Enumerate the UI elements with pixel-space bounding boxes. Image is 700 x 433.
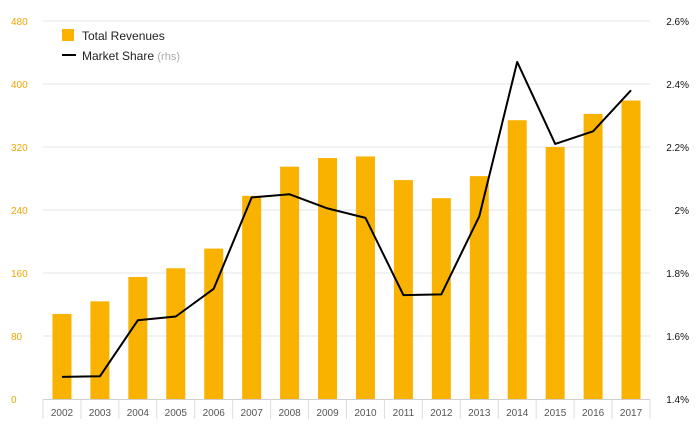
y-left-tick-label: 0: [11, 395, 17, 406]
y-left-tick-label: 80: [11, 332, 23, 343]
revenue-bar: [166, 268, 186, 399]
revenue-bar: [583, 113, 603, 400]
y-left-tick-label: 320: [11, 143, 28, 154]
legend-label-market-share: Market Share (rhs): [82, 49, 180, 63]
revenue-bar: [128, 276, 148, 399]
x-tick-label: 2010: [354, 408, 377, 419]
revenue-bar: [90, 301, 110, 399]
y-right-tick-label: 2.2%: [666, 143, 689, 154]
revenue-bar: [52, 313, 72, 399]
revenue-bar: [318, 158, 338, 399]
x-tick-label: 2003: [89, 408, 112, 419]
x-tick-label: 2004: [127, 408, 150, 419]
revenue-bar: [280, 166, 300, 399]
y-right-tick-label: 2.6%: [666, 17, 689, 28]
revenue-bars: [52, 100, 641, 400]
y-left-tick-label: 480: [11, 17, 28, 28]
revenue-bar: [469, 176, 489, 399]
x-tick-label: 2013: [468, 408, 491, 419]
x-tick-label: 2006: [203, 408, 226, 419]
market-share-line: [61, 60, 632, 378]
y-right-tick-label: 2.4%: [666, 80, 689, 91]
y-right-tick-label: 1.6%: [666, 332, 689, 343]
revenue-bar: [621, 100, 641, 399]
y-left-tick-label: 240: [11, 206, 28, 217]
legend-swatch-revenues: [62, 29, 74, 41]
y-left-tick-label: 400: [11, 80, 28, 91]
x-tick-label: 2009: [316, 408, 339, 419]
revenue-bar: [355, 156, 375, 399]
x-tick-label: 2016: [582, 408, 605, 419]
x-tick-label: 2017: [620, 408, 643, 419]
y-right-tick-label: 2%: [675, 206, 690, 217]
axes: 0 1.4% 80 1.6% 160 1.8% 240 2% 320 2.2% 400 2.4% 480…: [11, 17, 689, 419]
market-share-polyline: [61, 60, 632, 378]
revenue-bar: [393, 180, 413, 399]
revenue-bar: [507, 120, 527, 399]
revenue-bar: [431, 198, 451, 399]
revenue-bar: [545, 147, 565, 399]
legend-suffix-rhs: (rhs): [157, 51, 180, 63]
x-tick-label: 2012: [430, 408, 453, 419]
y-right-tick-label: 1.8%: [666, 269, 689, 280]
x-tick-label: 2008: [278, 408, 301, 419]
x-tick-label: 2007: [241, 408, 264, 419]
x-tick-label: 2014: [506, 408, 529, 419]
revenue-bar: [204, 248, 224, 399]
x-tick-label: 2002: [51, 408, 74, 419]
revenue-bar: [242, 195, 262, 399]
x-tick-label: 2011: [393, 408, 415, 419]
legend: Total Revenues Market Share (rhs): [62, 29, 180, 63]
x-tick-label: 2015: [544, 408, 567, 419]
y-right-tick-label: 1.4%: [666, 395, 689, 406]
x-tick-label: 2005: [165, 408, 188, 419]
legend-label-revenues: Total Revenues: [82, 29, 165, 43]
y-left-tick-label: 160: [11, 269, 28, 280]
